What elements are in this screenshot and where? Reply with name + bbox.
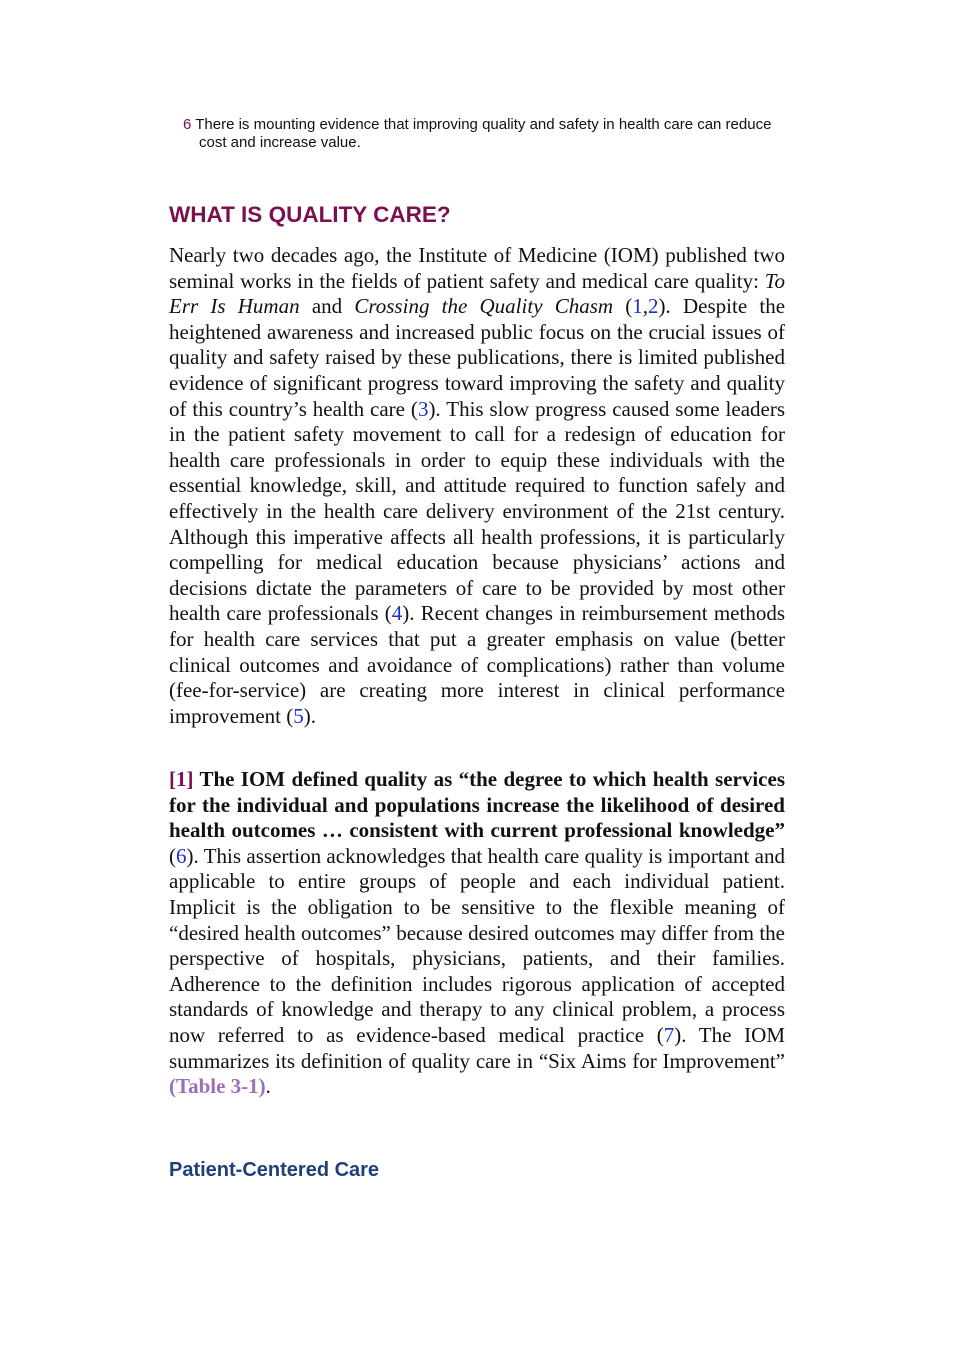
text: ). Despite the heightened awareness and …: [169, 294, 786, 421]
marker: [1]: [169, 767, 194, 791]
citation[interactable]: 5: [293, 703, 304, 728]
text: (: [169, 843, 176, 868]
citation[interactable]: 6: [176, 843, 187, 868]
citation[interactable]: 7: [663, 1022, 675, 1047]
text: ,: [642, 294, 649, 319]
subheading: Patient-Centered Care: [169, 1159, 380, 1181]
heading: WHAT IS QUALITY CARE?: [169, 202, 451, 227]
text: ).: [303, 703, 316, 728]
text: ). This assertion acknowledges that heal…: [169, 843, 785, 1047]
text: ). Recent changes in reimbursement metho…: [169, 601, 786, 728]
note-text: There is mounting evidence that improvin…: [195, 116, 772, 151]
note-item: 6 There is mounting evidence that improv…: [183, 116, 799, 152]
title-italic: To Err Is Human: [169, 268, 785, 319]
paragraph: Nearly two decades ago, the Institute of…: [169, 243, 785, 729]
bold-text: The IOM defined quality as “the degree t…: [169, 767, 785, 843]
text: and: [299, 294, 355, 319]
citation[interactable]: 1: [632, 294, 643, 319]
citation[interactable]: 3: [417, 396, 429, 421]
citation[interactable]: 2: [648, 294, 659, 319]
text: (: [613, 294, 633, 319]
text: .: [265, 1074, 271, 1099]
title-italic: Crossing the Quality Chasm: [354, 294, 614, 319]
text: Nearly two decades ago, the Institute of…: [169, 243, 785, 293]
table-reference[interactable]: (Table 3-1): [169, 1074, 266, 1099]
note-number: 6: [183, 116, 192, 133]
citation[interactable]: 4: [391, 601, 403, 626]
text: ). This slow progress caused some leader…: [169, 396, 786, 626]
paragraph: [1] The IOM defined quality as “the degr…: [169, 767, 785, 1100]
text: ). The IOM summarizes its definition of …: [169, 1022, 785, 1073]
